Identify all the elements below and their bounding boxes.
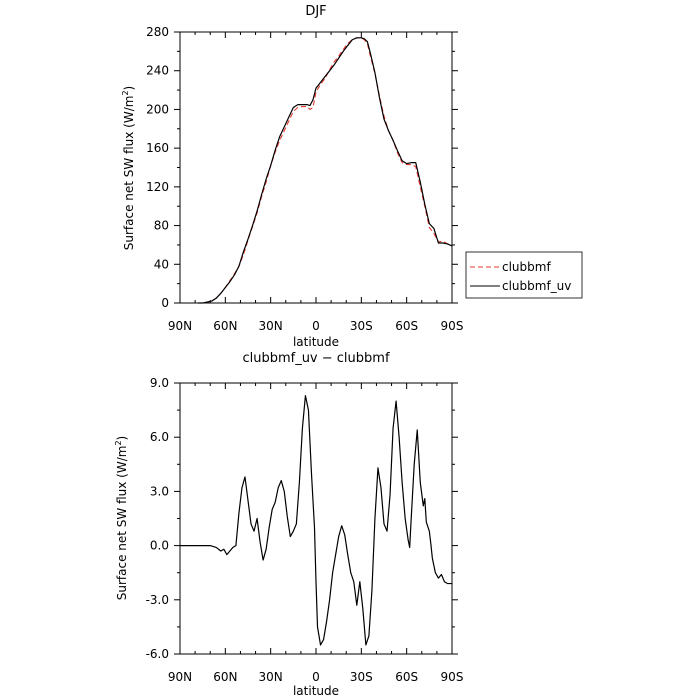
bottom-x-tick-label: 60N (213, 670, 237, 684)
bottom-chart-y-axis-label-main: Surface net SW flux (W/m (115, 446, 129, 601)
bottom-chart-y-axis-label-tail: ) (115, 436, 129, 441)
top-series-line-clubbmf-uv (198, 37, 453, 304)
top-chart-y-axis-label: Surface net SW flux (W/m2) (121, 86, 136, 250)
top-chart-y-ticks: 0 40 80 120 160 200 240 280 (146, 25, 458, 310)
top-x-tick-label: 60N (213, 319, 237, 333)
top-x-tick-label: 60S (395, 319, 418, 333)
bottom-chart-y-ticks: -6.0 -3.0 0.0 3.0 6.0 9.0 (146, 376, 458, 661)
bottom-chart-title: clubbmf_uv − clubbmf (242, 351, 389, 366)
bottom-chart-x-ticks: 90N 60N 30N 0 30S 60S 90S (168, 383, 464, 684)
top-chart: DJF 90N 60N 30N 0 30S 60S 90S 0 40 80 120 160 200 24… (121, 4, 583, 349)
top-x-tick-label: 90N (168, 319, 192, 333)
top-y-tick-label: 160 (146, 141, 169, 155)
top-chart-title: DJF (305, 4, 326, 19)
bottom-y-tick-label: 0.0 (150, 539, 169, 553)
bottom-y-tick-label: -6.0 (146, 647, 169, 661)
bottom-chart-y-axis-label-sup: 2 (114, 440, 123, 445)
top-chart-y-axis-label-main: Surface net SW flux (W/m (122, 96, 136, 251)
top-y-tick-label: 0 (161, 296, 169, 310)
top-x-tick-label: 30N (259, 319, 283, 333)
top-y-tick-label: 240 (146, 64, 169, 78)
top-y-tick-label: 200 (146, 102, 169, 116)
top-chart-legend: clubbmf clubbmf_uv (465, 251, 583, 299)
bottom-x-tick-label: 30N (259, 670, 283, 684)
top-y-tick-label: 40 (154, 257, 169, 271)
bottom-x-tick-label: 30S (350, 670, 373, 684)
top-chart-plot-area (198, 37, 453, 304)
legend-box (465, 251, 583, 299)
top-y-tick-label: 280 (146, 25, 169, 39)
top-x-tick-label: 90S (441, 319, 464, 333)
top-x-tick-label: 0 (312, 319, 320, 333)
top-y-tick-label: 80 (154, 219, 169, 233)
bottom-x-tick-label: 90N (168, 670, 192, 684)
legend-label-clubbmf-uv: clubbmf_uv (502, 279, 571, 293)
top-x-tick-label: 30S (350, 319, 373, 333)
bottom-y-tick-label: -3.0 (146, 593, 169, 607)
bottom-chart-y-axis-label: Surface net SW flux (W/m2) (114, 436, 129, 600)
top-y-tick-label: 120 (146, 180, 169, 194)
top-series-line-clubbmf (198, 37, 453, 304)
bottom-chart-plot-area (180, 395, 452, 646)
top-chart-y-axis-label-sup: 2 (121, 90, 130, 95)
bottom-chart-x-axis-label: latitude (293, 684, 339, 698)
top-chart-x-axis-label: latitude (293, 335, 339, 349)
bottom-x-tick-label: 0 (312, 670, 320, 684)
bottom-y-tick-label: 3.0 (150, 484, 169, 498)
top-chart-y-axis-label-tail: ) (122, 86, 136, 91)
top-chart-frame (179, 31, 453, 304)
bottom-chart: clubbmf_uv − clubbmf 90N 60N 30N 0 30S 60S 90S… (114, 351, 463, 698)
bottom-series-line-clubbmf-uv-clubbmf (180, 395, 452, 646)
bottom-x-tick-label: 60S (395, 670, 418, 684)
bottom-x-tick-label: 90S (441, 670, 464, 684)
bottom-y-tick-label: 9.0 (150, 376, 169, 390)
legend-label-clubbmf: clubbmf (502, 260, 551, 274)
top-chart-x-ticks: 90N 60N 30N 0 30S 60S 90S (168, 32, 464, 333)
bottom-y-tick-label: 6.0 (150, 430, 169, 444)
